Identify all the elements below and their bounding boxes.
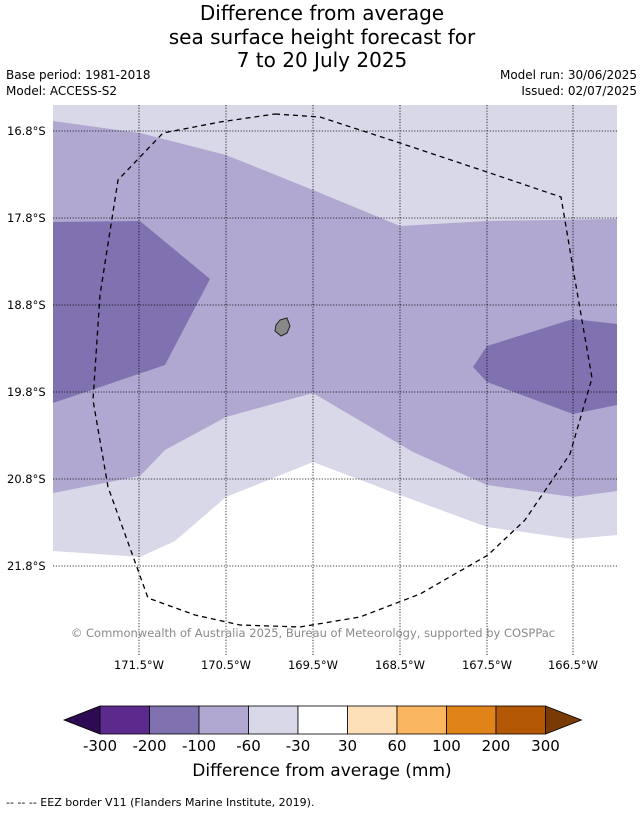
colorbar-cell: [297, 705, 348, 735]
island-niue: [274, 317, 291, 337]
anomaly-band-neg100-neg200-west: [53, 221, 210, 403]
colorbar-tick: -30: [286, 737, 311, 755]
lat-labels: 16.8°S 17.8°S 18.8°S 19.8°S 20.8°S 21.8°…: [7, 124, 46, 573]
base-period: Base period: 1981-2018: [6, 68, 151, 82]
title-line-3: 7 to 20 July 2025: [236, 48, 408, 72]
colorbar-tick: -200: [132, 737, 166, 755]
lon-label: 169.5°W: [288, 658, 338, 672]
meta-right: Model run: 30/06/2025 Issued: 02/07/2025: [500, 67, 637, 99]
colorbar-extend-high: [545, 705, 583, 735]
lat-label: 20.8°S: [7, 472, 46, 486]
lat-label: 17.8°S: [7, 211, 46, 225]
colorbar-tick: 30: [338, 737, 357, 755]
anomaly-band-neg100-neg200-east: [473, 319, 617, 414]
anomaly-field: [53, 105, 617, 655]
lon-label: 171.5°W: [114, 658, 164, 672]
colorbar-cells: [62, 705, 583, 735]
issued-date: Issued: 02/07/2025: [521, 84, 637, 98]
colorbar-cell: [495, 705, 546, 735]
lon-label: 168.5°W: [375, 658, 425, 672]
copyright-notice: © Commonwealth of Australia 2025, Bureau…: [71, 626, 555, 640]
colorbar-tick: 100: [432, 737, 461, 755]
lon-label: 167.5°W: [462, 658, 512, 672]
colorbar-title: Difference from average (mm): [192, 761, 452, 781]
lon-label: 166.5°W: [548, 658, 598, 672]
colorbar-tick: -100: [182, 737, 216, 755]
lat-label: 19.8°S: [7, 385, 46, 399]
colorbar-tick: -60: [236, 737, 261, 755]
lat-label: 18.8°S: [7, 298, 46, 312]
graticule: [53, 105, 617, 655]
model-run: Model run: 30/06/2025: [499, 68, 637, 82]
lat-label: 16.8°S: [7, 124, 46, 138]
meta-left: Base period: 1981-2018 Model: ACCESS-S2: [6, 67, 151, 99]
colorbar-cell: [149, 705, 200, 735]
colorbar-cell: [99, 705, 150, 735]
map-title: Difference from average sea surface heig…: [0, 1, 644, 73]
title-line-1: Difference from average: [199, 1, 445, 25]
colorbar-cell: [396, 705, 447, 735]
colorbar-cell: [248, 705, 299, 735]
colorbar-cell: [446, 705, 497, 735]
colorbar-cell: [347, 705, 398, 735]
colorbar-tick-labels: -300 -200 -100 -60 -30 30 60 100 200 300: [83, 737, 560, 755]
title-line-2: sea surface height forecast for: [168, 24, 476, 49]
colorbar-cell: [198, 705, 249, 735]
eez-border: [92, 113, 593, 628]
lat-label: 21.8°S: [7, 559, 46, 573]
colorbar-tick: -300: [83, 737, 117, 755]
eez-legend-note: -- -- -- EEZ border V11 (Flanders Marine…: [6, 796, 315, 809]
lon-label: 170.5°W: [201, 658, 251, 672]
colorbar-tick: 300: [531, 737, 560, 755]
model-name: Model: ACCESS-S2: [6, 84, 118, 98]
lon-labels: 171.5°W 170.5°W 169.5°W 168.5°W 167.5°W …: [114, 658, 598, 672]
colorbar-extend-low: [62, 705, 101, 735]
colorbar-tick: 200: [482, 737, 511, 755]
colorbar-tick: 60: [387, 737, 406, 755]
map-panel: 16.8°S 17.8°S 18.8°S 19.8°S 20.8°S 21.8°…: [7, 105, 617, 672]
anomaly-band-neg60-neg100: [53, 121, 617, 497]
